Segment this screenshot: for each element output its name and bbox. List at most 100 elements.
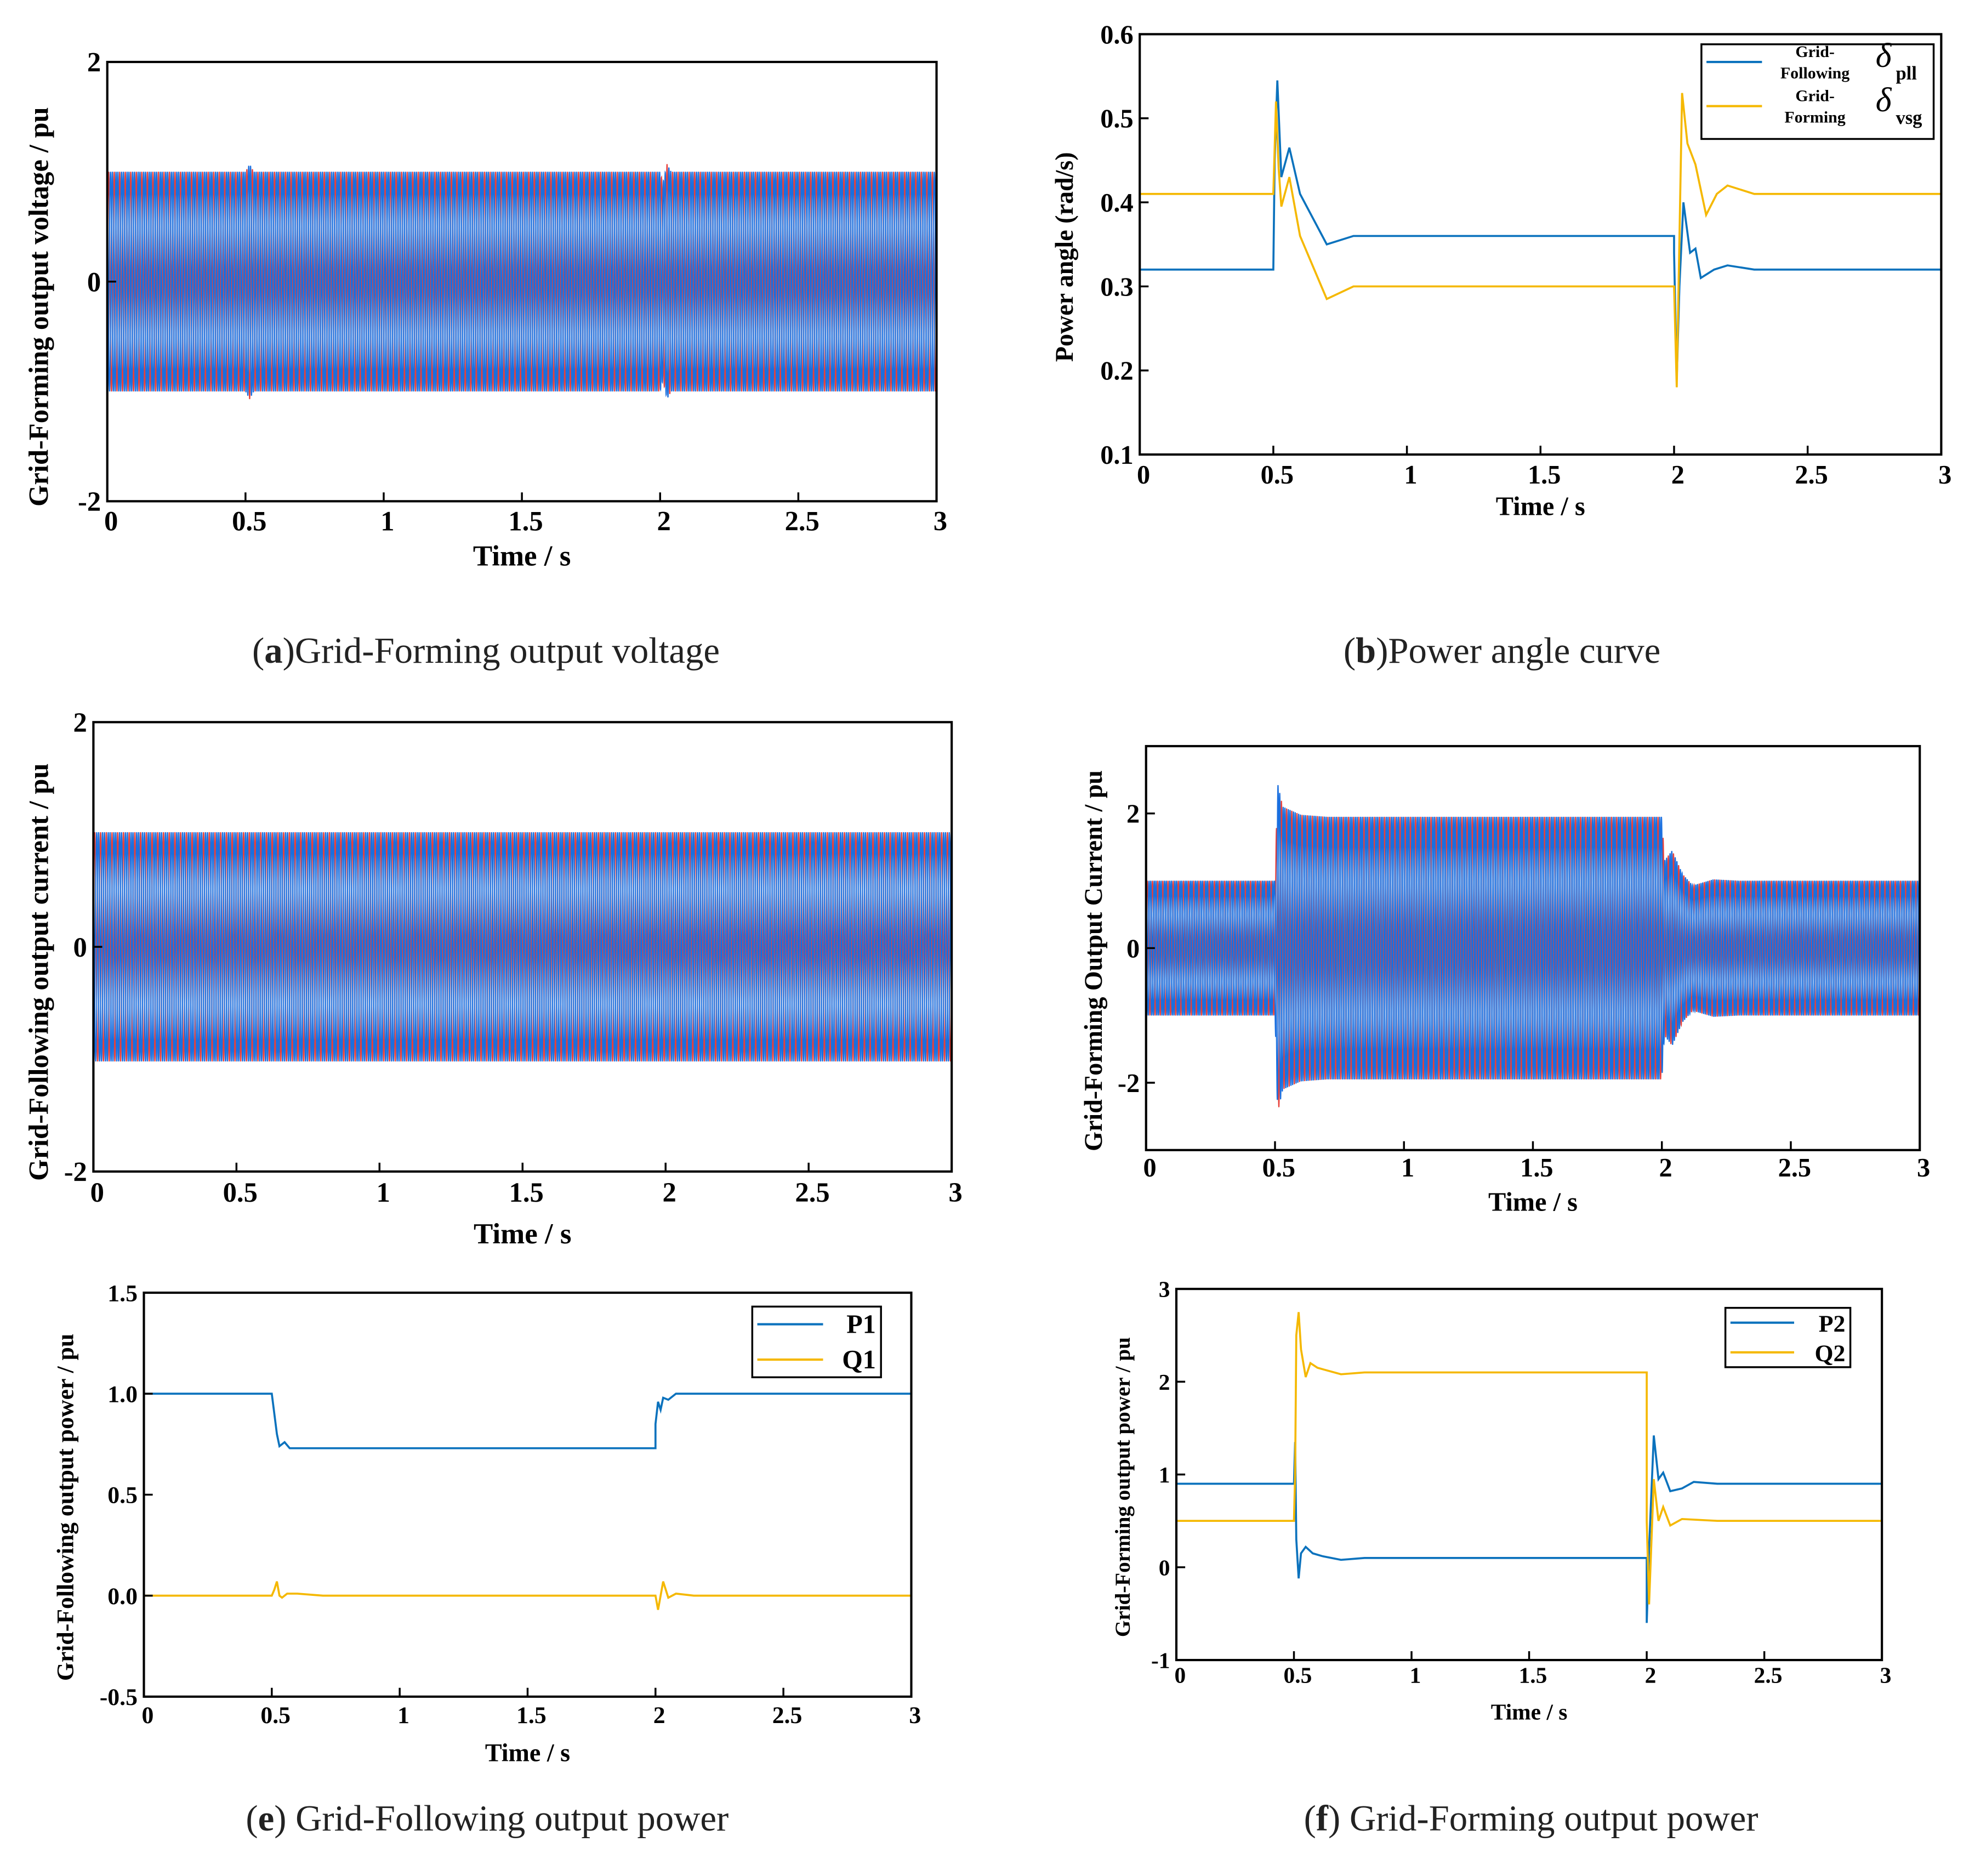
y-axis-label: Grid-Following output power / pu — [53, 1334, 79, 1681]
x-axis-label: Time / s — [1488, 1187, 1578, 1216]
legend-label: Q2 — [1814, 1340, 1845, 1367]
figure-caption: (a)Grid-Forming output voltage — [252, 631, 720, 671]
x-tick-label: 3 — [948, 1177, 962, 1208]
y-tick-label: -2 — [1118, 1069, 1140, 1098]
y-tick-label: 0 — [87, 266, 101, 297]
x-tick-label: 2.5 — [1754, 1663, 1783, 1688]
y-tick-label: 0.3 — [1100, 272, 1133, 302]
caption-letter: e — [258, 1799, 275, 1839]
x-tick-label: 0 — [1143, 1153, 1157, 1183]
x-tick-label: 0.5 — [1262, 1153, 1295, 1183]
y-tick-label: 0 — [1159, 1555, 1170, 1580]
x-tick-label: 1.5 — [1528, 461, 1561, 490]
waveform-phase-1 — [93, 832, 952, 1062]
x-tick-label: 0.5 — [223, 1177, 258, 1208]
legend-label-line2: Following — [1780, 64, 1850, 82]
y-tick-label: -0.5 — [100, 1684, 138, 1710]
y-tick-label: -2 — [64, 1157, 87, 1187]
series-line-2 — [144, 1581, 912, 1610]
x-tick-label: 3 — [1917, 1153, 1930, 1183]
caption-text: Grid-Following output power — [286, 1799, 729, 1839]
plot-area — [107, 164, 937, 400]
x-tick-label: 2.5 — [1795, 461, 1828, 490]
caption-close: ) — [1376, 631, 1388, 671]
x-tick-label: 0.5 — [1261, 461, 1294, 490]
x-tick-label: 1 — [1410, 1663, 1421, 1688]
y-tick-label: 0.5 — [107, 1482, 138, 1509]
x-tick-label: 2 — [662, 1177, 676, 1208]
x-tick-label: 0 — [1137, 461, 1150, 490]
x-axis-label: Time / s — [474, 1218, 571, 1250]
legend-subscript: vsg — [1896, 107, 1922, 128]
y-axis-label: Grid-Forming output power / pu — [1111, 1337, 1135, 1637]
x-tick-label: 0.5 — [232, 505, 266, 536]
legend-symbol: δ — [1876, 37, 1892, 75]
chart-e: 0 0.5 1 1.5 2 2.5 3 -0.5 0.0 0.5 1.0 1.5 Time / s Gri… — [53, 1280, 921, 1839]
legend-label: P2 — [1819, 1311, 1846, 1337]
y-axis-label: Power angle (rad/s) — [1050, 152, 1078, 362]
caption-letter: a — [264, 631, 282, 671]
plot-area — [1140, 80, 1942, 388]
y-tick-label: 0 — [73, 932, 87, 963]
plot-area — [1176, 1312, 1882, 1623]
series-line-1 — [1140, 80, 1942, 379]
x-tick-label: 1 — [397, 1702, 409, 1729]
series-line-2 — [1140, 93, 1942, 388]
y-tick-label: 0.2 — [1100, 357, 1133, 386]
waveform-phase-3 — [1146, 793, 1920, 1100]
x-tick-label: 2.5 — [1778, 1153, 1811, 1183]
y-tick-label: -1 — [1151, 1648, 1170, 1673]
chart-b: 0 0.5 1 1.5 2 2.5 3 0.1 0.2 0.3 0.4 0.5 0.6 Time / s P… — [1050, 20, 1951, 671]
y-tick-label: 0.6 — [1100, 20, 1133, 49]
y-tick-label: 0.1 — [1100, 441, 1133, 470]
x-tick-label: 3 — [909, 1702, 921, 1729]
legend-label: Q1 — [842, 1345, 876, 1374]
y-tick-label: 2 — [1126, 800, 1140, 829]
legend-label-line2: Forming — [1784, 109, 1845, 127]
x-tick-label: 2 — [1645, 1663, 1657, 1688]
x-tick-label: 0 — [104, 505, 118, 536]
y-tick-label: -2 — [78, 486, 101, 517]
plot-area — [1146, 784, 1920, 1107]
y-axis-label: Grid-Forming Output Current / pu — [1079, 770, 1107, 1151]
x-axis-label: Time / s — [485, 1738, 570, 1766]
y-tick-label: 2 — [73, 707, 87, 738]
x-tick-label: 1.5 — [1520, 1153, 1553, 1183]
x-tick-label: 2.5 — [785, 505, 820, 536]
caption-open: ( — [246, 1799, 258, 1839]
x-tick-label: 2.5 — [795, 1177, 829, 1208]
caption-open: ( — [252, 631, 264, 671]
plot-area — [144, 1392, 912, 1610]
x-tick-label: 2 — [1659, 1153, 1672, 1183]
y-tick-label: 0.0 — [107, 1583, 138, 1610]
x-axis-label: Time / s — [1496, 492, 1585, 521]
x-tick-label: 1 — [377, 1177, 390, 1208]
caption-text: Power angle curve — [1388, 631, 1660, 671]
waveform-phase-1 — [107, 164, 937, 400]
x-tick-label: 0.5 — [1284, 1663, 1312, 1688]
caption-letter: f — [1316, 1799, 1329, 1839]
waveform-phase-2 — [107, 166, 937, 397]
x-axis-label: Time / s — [473, 541, 571, 572]
x-tick-label: 2 — [657, 505, 670, 536]
waveform-phase-3 — [107, 166, 937, 398]
y-tick-label: 0.4 — [1100, 189, 1133, 218]
x-tick-label: 0 — [90, 1177, 104, 1208]
x-tick-label: 1 — [380, 505, 394, 536]
x-tick-label: 0 — [141, 1702, 153, 1729]
x-tick-label: 1.5 — [509, 1177, 544, 1208]
figure-caption: (f) Grid-Forming output power — [1304, 1799, 1759, 1839]
chart-d: 0 0.5 1 1.5 2 2.5 3 -2 0 2 Time / s Grid-Forming Ou… — [1079, 744, 1930, 1216]
x-tick-label: 3 — [1938, 461, 1951, 490]
caption-text: Grid-Forming output power — [1340, 1799, 1758, 1839]
x-tick-label: 3 — [934, 505, 947, 536]
series-line-2 — [1176, 1312, 1882, 1605]
y-tick-label: 1 — [1159, 1462, 1170, 1487]
waveform-phase-2 — [93, 832, 952, 1062]
